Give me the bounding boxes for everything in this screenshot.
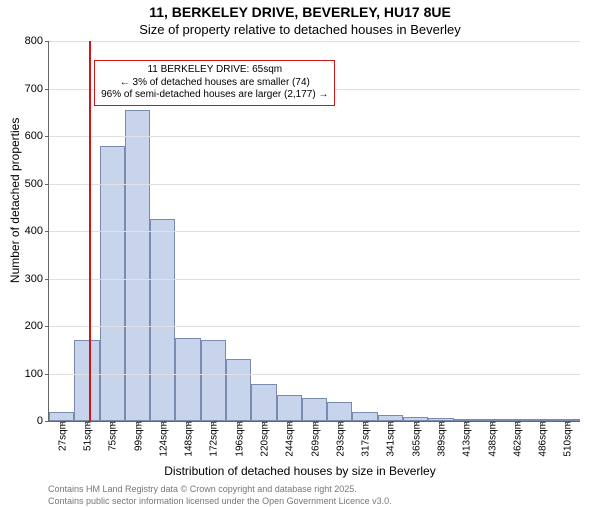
x-tick-label: 124sqm — [156, 421, 169, 457]
x-tick-label: 172sqm — [207, 421, 220, 457]
x-tick-mark — [416, 421, 417, 425]
histogram-bar — [277, 395, 302, 421]
histogram-bar — [74, 340, 99, 421]
y-tick-mark — [45, 89, 49, 90]
x-tick-label: 269sqm — [308, 421, 321, 457]
x-tick-label: 51sqm — [80, 421, 93, 451]
x-axis-label: Distribution of detached houses by size … — [0, 464, 600, 478]
x-tick-label: 413sqm — [460, 421, 473, 457]
x-tick-label: 486sqm — [536, 421, 549, 457]
x-tick-label: 438sqm — [485, 421, 498, 457]
histogram-bar — [352, 412, 377, 421]
histogram-bar — [201, 340, 226, 421]
histogram-bar — [302, 398, 327, 421]
x-tick-mark — [264, 421, 265, 425]
x-tick-label: 244sqm — [283, 421, 296, 457]
histogram-bar — [226, 359, 251, 421]
x-tick-label: 196sqm — [232, 421, 245, 457]
x-tick-mark — [390, 421, 391, 425]
x-tick-mark — [188, 421, 189, 425]
x-tick-mark — [138, 421, 139, 425]
y-tick-mark — [45, 279, 49, 280]
histogram-bar — [49, 412, 74, 422]
gridline — [49, 374, 580, 375]
x-tick-mark — [163, 421, 164, 425]
x-tick-label: 293sqm — [333, 421, 346, 457]
x-tick-mark — [213, 421, 214, 425]
gridline — [49, 326, 580, 327]
chart-plot-area: 010020030040050060070080027sqm51sqm75sqm… — [48, 41, 580, 422]
histogram-bar — [150, 219, 175, 421]
histogram-bar — [175, 338, 200, 421]
x-tick-mark — [492, 421, 493, 425]
y-tick-mark — [45, 136, 49, 137]
x-tick-mark — [62, 421, 63, 425]
property-marker-line — [89, 41, 91, 421]
x-tick-label: 148sqm — [182, 421, 195, 457]
x-tick-label: 341sqm — [384, 421, 397, 457]
histogram-bar — [251, 384, 276, 421]
annotation-line: ← 3% of detached houses are smaller (74) — [101, 77, 328, 90]
x-tick-label: 220sqm — [257, 421, 270, 457]
y-tick-mark — [45, 231, 49, 232]
y-tick-mark — [45, 421, 49, 422]
x-tick-mark — [441, 421, 442, 425]
gridline — [49, 231, 580, 232]
x-tick-mark — [315, 421, 316, 425]
x-tick-mark — [87, 421, 88, 425]
x-tick-mark — [542, 421, 543, 425]
x-tick-label: 365sqm — [409, 421, 422, 457]
annotation-box: 11 BERKELEY DRIVE: 65sqm← 3% of detached… — [94, 60, 335, 106]
annotation-line: 11 BERKELEY DRIVE: 65sqm — [101, 64, 328, 77]
gridline — [49, 184, 580, 185]
x-tick-label: 510sqm — [561, 421, 574, 457]
x-tick-label: 99sqm — [131, 421, 144, 451]
chart-subtitle: Size of property relative to detached ho… — [0, 22, 600, 37]
x-tick-label: 317sqm — [359, 421, 372, 457]
annotation-line: 96% of semi-detached houses are larger (… — [101, 89, 328, 102]
footer-line-1: Contains HM Land Registry data © Crown c… — [48, 484, 600, 496]
x-tick-mark — [567, 421, 568, 425]
x-tick-mark — [239, 421, 240, 425]
y-tick-mark — [45, 41, 49, 42]
x-tick-mark — [112, 421, 113, 425]
x-tick-label: 462sqm — [510, 421, 523, 457]
histogram-bar — [100, 146, 125, 422]
chart-title: 11, BERKELEY DRIVE, BEVERLEY, HU17 8UE — [0, 4, 600, 20]
x-tick-label: 75sqm — [106, 421, 119, 451]
y-tick-mark — [45, 326, 49, 327]
x-tick-mark — [289, 421, 290, 425]
x-tick-mark — [340, 421, 341, 425]
chart-footer: Contains HM Land Registry data © Crown c… — [48, 484, 600, 507]
histogram-bar — [327, 402, 352, 421]
gridline — [49, 136, 580, 137]
y-tick-mark — [45, 374, 49, 375]
x-tick-mark — [517, 421, 518, 425]
y-tick-mark — [45, 184, 49, 185]
x-tick-mark — [365, 421, 366, 425]
x-tick-mark — [466, 421, 467, 425]
footer-line-2: Contains public sector information licen… — [48, 496, 600, 507]
gridline — [49, 41, 580, 42]
y-axis-label: Number of detached properties — [8, 118, 22, 283]
x-tick-label: 27sqm — [55, 421, 68, 451]
gridline — [49, 279, 580, 280]
x-tick-label: 389sqm — [434, 421, 447, 457]
